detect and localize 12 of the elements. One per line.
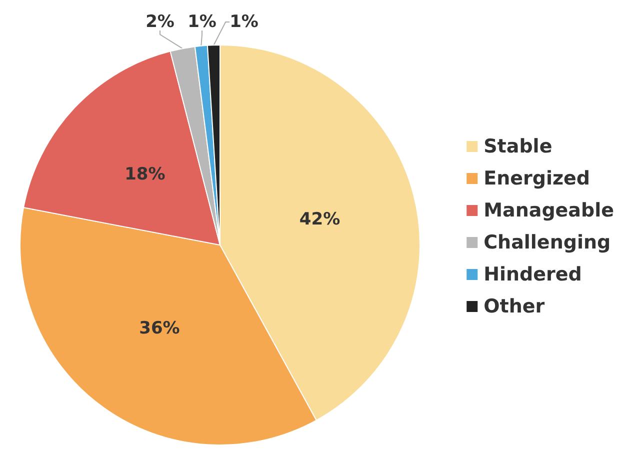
legend-label: Other <box>484 296 546 318</box>
legend-label: Manageable <box>484 200 614 222</box>
legend-label: Hindered <box>484 264 582 286</box>
legend-label: Energized <box>484 168 590 190</box>
data-label: 1% <box>188 12 216 32</box>
legend-label: Stable <box>484 136 552 158</box>
data-label: 1% <box>230 12 258 32</box>
data-label: 2% <box>146 12 174 32</box>
data-label: 36% <box>139 318 180 338</box>
data-label: 42% <box>299 209 340 230</box>
legend-label: Challenging <box>484 232 611 254</box>
data-label: 18% <box>124 164 166 184</box>
